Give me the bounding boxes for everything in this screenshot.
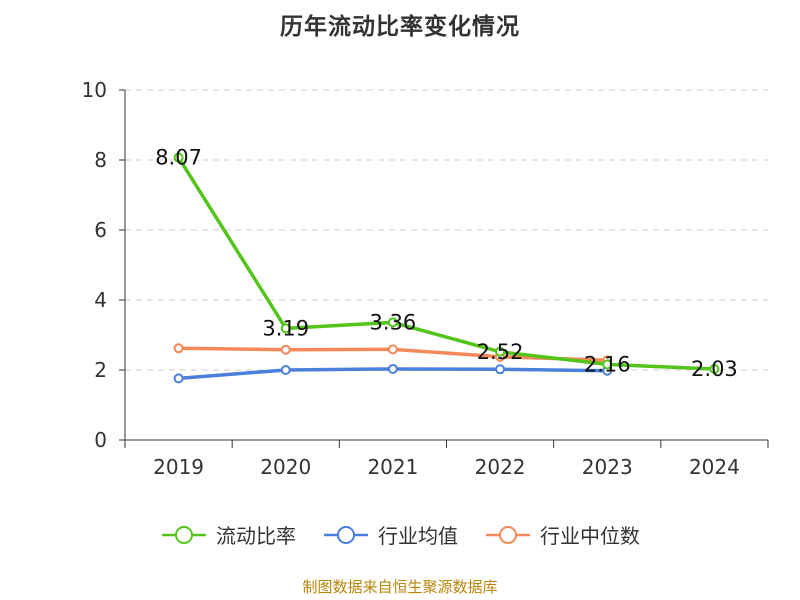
legend-item[interactable]: 流动比率 (160, 520, 296, 549)
legend-marker-icon (486, 525, 530, 544)
y-tick-label: 6 (94, 218, 107, 242)
data-point (602, 359, 613, 370)
chart-title: 历年流动比率变化情况 (280, 14, 520, 40)
data-point (387, 317, 398, 328)
data-label: 8.07 (155, 146, 202, 170)
legend-item[interactable]: 行业均值 (322, 520, 458, 549)
data-point (709, 363, 720, 374)
x-tick-label: 2022 (475, 455, 526, 479)
data-label: 2.03 (691, 357, 738, 381)
y-tick-label: 4 (94, 288, 107, 312)
legend-marker-icon (324, 525, 368, 544)
legend-label: 流动比率 (216, 524, 296, 548)
data-point (280, 365, 291, 375)
data-point (280, 323, 291, 334)
data-label: 3.36 (370, 310, 417, 334)
y-tick-label: 0 (94, 428, 107, 452)
data-label: 3.19 (262, 316, 309, 340)
data-label: 2.16 (584, 352, 631, 376)
legend-marker-icon (162, 525, 206, 544)
data-point (495, 346, 506, 357)
series-line (176, 155, 717, 371)
legend-label: 行业均值 (378, 524, 458, 548)
data-point (173, 152, 184, 163)
x-tick-label: 2020 (260, 455, 311, 479)
y-tick-label: 10 (82, 78, 107, 102)
legend-label: 行业中位数 (540, 524, 640, 548)
data-point (495, 364, 506, 375)
source-note: 制图数据来自恒生聚源数据库 (302, 578, 498, 596)
data-point (387, 363, 398, 374)
legend-item[interactable]: 行业中位数 (484, 520, 640, 549)
data-point (173, 373, 184, 384)
data-label: 2.52 (477, 340, 524, 364)
x-tick-label: 2024 (689, 455, 740, 479)
x-tick-label: 2023 (582, 455, 633, 479)
data-point (280, 344, 291, 355)
x-tick-label: 2021 (367, 455, 418, 479)
y-tick-label: 8 (94, 148, 107, 172)
x-tick-label: 2019 (153, 455, 204, 479)
y-tick-label: 2 (94, 358, 107, 382)
data-point (173, 343, 184, 354)
data-point (387, 344, 398, 355)
legend: 流动比率 行业均值 行业中位数 (0, 520, 800, 549)
